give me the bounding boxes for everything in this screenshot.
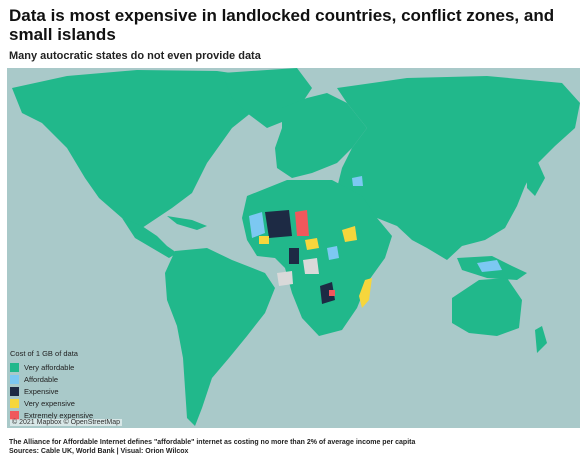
japan-landmass <box>527 160 545 196</box>
legend-title: Cost of 1 GB of data <box>10 349 78 358</box>
region-affordable-east-africa <box>327 246 339 260</box>
asia-landmass <box>337 76 580 260</box>
caribbean-islands <box>167 216 207 230</box>
madagascar-landmass <box>359 278 372 308</box>
legend-swatch <box>10 410 19 420</box>
map-subtitle: Many autocratic states do not even provi… <box>9 50 261 62</box>
region-expensive-southern-africa <box>320 282 335 304</box>
map-title: Data is most expensive in landlocked cou… <box>9 6 555 44</box>
world-map[interactable]: Cost of 1 GB of data Very affordable Aff… <box>7 68 580 428</box>
legend-item-very-affordable: Very affordable <box>10 361 93 373</box>
map-attribution[interactable]: © 2021 Mapbox © OpenStreetMap <box>10 419 122 426</box>
australia-landmass <box>452 278 522 336</box>
legend-swatch <box>10 386 19 396</box>
north-america-landmass <box>12 70 267 228</box>
central-america-landmass <box>122 218 177 258</box>
legend-label: Affordable <box>24 374 59 384</box>
region-very-expensive-horn <box>342 226 357 242</box>
south-america-landmass <box>165 248 275 426</box>
europe-landmass <box>275 93 367 178</box>
legend-swatch <box>10 398 19 408</box>
legend-label: Expensive <box>24 386 59 396</box>
region-extremely-expensive-chad <box>295 210 309 236</box>
legend-label: Very expensive <box>24 398 75 408</box>
region-affordable-indonesia <box>477 260 502 272</box>
region-expensive-sahel <box>265 210 292 238</box>
legend-item-affordable: Affordable <box>10 373 93 385</box>
region-very-expensive-west-africa <box>259 236 269 244</box>
region-expensive-central-africa <box>289 248 299 264</box>
region-very-expensive-central <box>305 238 319 250</box>
new-zealand-landmass <box>535 326 547 353</box>
region-affordable-central-asia <box>352 176 363 186</box>
footnote: The Alliance for Affordable Internet def… <box>9 439 416 446</box>
legend-item-expensive: Expensive <box>10 385 93 397</box>
legend-item-extremely-expensive: Extremely expensive <box>10 409 93 421</box>
region-no-data-central-africa <box>303 258 319 274</box>
region-no-data-africa <box>277 271 293 286</box>
legend-swatch <box>10 362 19 372</box>
legend-label: Very affordable <box>24 362 75 372</box>
region-affordable-west-africa <box>249 212 265 238</box>
sources-credit: Sources: Cable UK, World Bank | Visual: … <box>9 448 189 455</box>
legend-label: Extremely expensive <box>24 410 94 420</box>
world-map-svg <box>12 68 580 426</box>
region-extremely-expensive-south <box>329 290 335 296</box>
legend-item-very-expensive: Very expensive <box>10 397 93 409</box>
legend-swatch <box>10 374 19 384</box>
map-legend: Cost of 1 GB of data Very affordable Aff… <box>10 349 93 421</box>
